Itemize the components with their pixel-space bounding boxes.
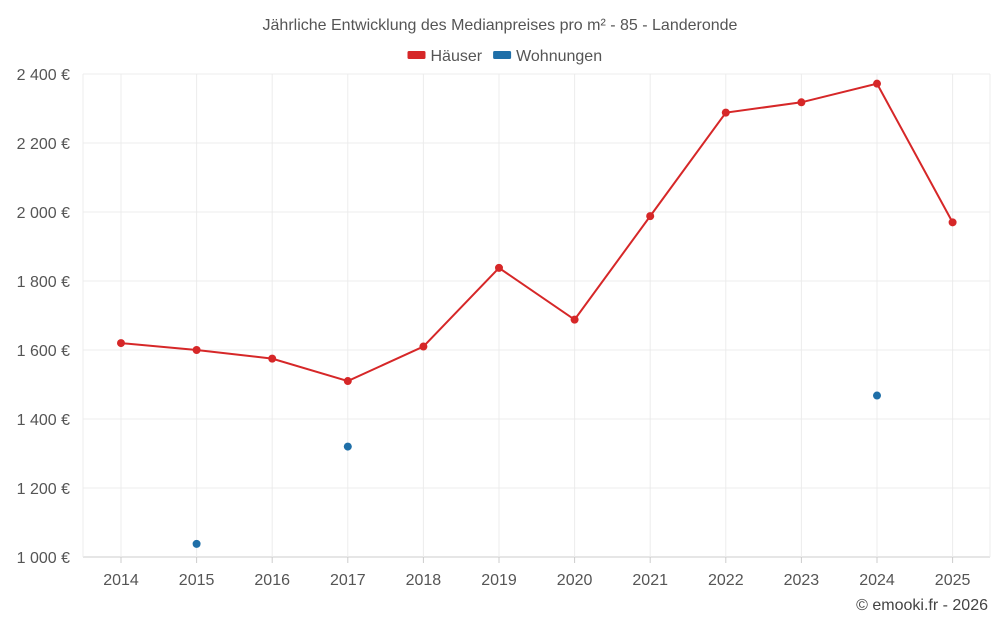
chart-title: Jährliche Entwicklung des Medianpreises …	[263, 17, 738, 34]
y-tick-label: 2 200 €	[17, 136, 70, 153]
x-tick-label: 2018	[406, 572, 442, 589]
x-tick-label: 2024	[859, 572, 895, 589]
x-tick-label: 2016	[254, 572, 290, 589]
y-tick-label: 1 600 €	[17, 343, 70, 360]
x-tick-label: 2023	[784, 572, 820, 589]
legend-label: Häuser	[431, 48, 483, 65]
y-tick-label: 1 400 €	[17, 412, 70, 429]
data-point[interactable]	[117, 339, 125, 348]
x-tick-label: 2025	[935, 572, 971, 589]
data-point[interactable]	[343, 442, 352, 451]
data-point[interactable]	[873, 79, 881, 88]
series-line	[120, 82, 954, 383]
legend-label: Wohnungen	[516, 48, 602, 65]
grid	[82, 73, 991, 558]
series-wohnungen	[192, 391, 881, 548]
data-point[interactable]	[419, 342, 428, 351]
x-tick-label: 2019	[481, 572, 517, 589]
data-point[interactable]	[873, 391, 881, 400]
legend-item-wohnungen[interactable]: Wohnungen	[493, 48, 602, 65]
y-tick-label: 2 400 €	[17, 67, 70, 84]
axes: 1 000 € 1 200 € 1 400 € 1 600 € 1 800 € 2 000…	[17, 67, 971, 589]
series-häuser	[117, 79, 957, 386]
y-tick-label: 1 800 €	[17, 274, 70, 291]
x-tick-label: 2020	[557, 572, 593, 589]
data-point[interactable]	[268, 354, 277, 363]
x-tick-label: 2014	[103, 572, 139, 589]
data-point[interactable]	[495, 263, 503, 272]
x-tick-label: 2022	[708, 572, 744, 589]
data-point[interactable]	[948, 218, 957, 227]
data-point[interactable]	[646, 212, 655, 221]
data-point[interactable]	[721, 108, 730, 117]
data-point[interactable]	[192, 539, 201, 548]
data-point[interactable]	[192, 346, 201, 354]
x-tick-label: 2017	[330, 572, 366, 589]
data-point[interactable]	[797, 98, 806, 107]
legend: Häuser Wohnungen	[407, 48, 602, 65]
x-tick-label: 2015	[179, 572, 215, 589]
credit-text: © emooki.fr - 2026	[856, 597, 988, 614]
legend-swatch	[493, 51, 512, 59]
y-tick-label: 1 200 €	[17, 481, 70, 498]
x-tick-label: 2021	[632, 572, 668, 589]
data-point[interactable]	[343, 377, 352, 386]
legend-swatch	[407, 51, 426, 59]
y-tick-label: 2 000 €	[17, 205, 70, 222]
data-point[interactable]	[570, 315, 579, 324]
series-layer	[117, 79, 957, 548]
legend-item-häuser[interactable]: Häuser	[407, 48, 483, 65]
y-tick-label: 1 000 €	[17, 550, 70, 567]
